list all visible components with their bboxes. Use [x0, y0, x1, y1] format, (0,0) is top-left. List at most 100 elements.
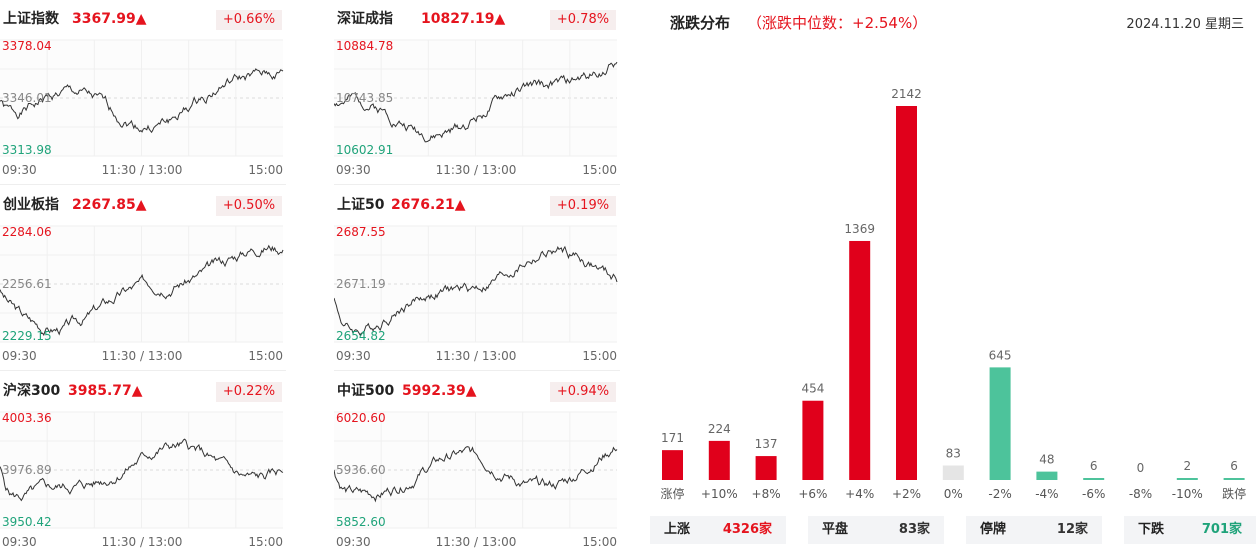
- summary-value: 12家: [1056, 522, 1088, 537]
- distribution-bar: [989, 367, 1011, 480]
- price-line: [334, 446, 618, 503]
- x-axis-label-start: 09:30: [2, 535, 37, 549]
- x-axis-label-end: 15:00: [582, 535, 617, 549]
- y-axis-label-low: 2229.15: [2, 329, 52, 343]
- bar-category-label: -6%: [1082, 487, 1105, 501]
- summary-box: 平盘 83家: [808, 516, 944, 544]
- bar-category-label: +8%: [752, 487, 781, 501]
- x-axis-label-mid: 11:30 / 13:00: [436, 163, 517, 177]
- up-arrow-icon: ▲: [454, 197, 466, 213]
- price-line: [0, 244, 284, 337]
- index-value: 3985.77▲: [68, 383, 143, 399]
- x-axis-label-mid: 11:30 / 13:00: [102, 349, 183, 363]
- index-panel[interactable]: 上证指数 3367.99▲ +0.66% 3378.04 3346.01 3313.98 0…: [0, 8, 286, 188]
- distribution-bar: [662, 450, 683, 480]
- bar-value-label: 83: [946, 447, 961, 461]
- price-line: [334, 61, 618, 143]
- x-axis-label-mid: 11:30 / 13:00: [436, 535, 517, 549]
- intraday-line-chart: 2687.55 2671.19 2654.82 09:30 11:30 / 13:00 1…: [334, 225, 618, 363]
- distribution-title: 涨跌分布: [670, 14, 731, 32]
- x-axis-label-start: 09:30: [336, 349, 371, 363]
- distribution-bar: [849, 240, 871, 480]
- distribution-bar: [1083, 478, 1105, 480]
- bar-category-label: +10%: [701, 487, 738, 501]
- bar-category-label: -10%: [1172, 487, 1203, 501]
- x-axis-label-start: 09:30: [336, 535, 371, 549]
- price-line: [334, 245, 618, 336]
- bar-value-label: 2142: [891, 87, 922, 101]
- bar-category-label: 跌停: [1222, 486, 1246, 501]
- distribution-median: （涨跌中位数：+2.54%）: [747, 14, 928, 32]
- bar-value-label: 224: [708, 422, 731, 436]
- index-value: 10827.19▲: [421, 11, 506, 27]
- x-axis-label-start: 09:30: [2, 349, 37, 363]
- y-axis-label-mid: 3346.01: [2, 91, 52, 105]
- summary-value: 4326家: [722, 522, 772, 537]
- index-value: 5992.39▲: [402, 383, 477, 399]
- y-axis-label-low: 3313.98: [2, 143, 52, 157]
- y-axis-label-mid: 3976.89: [2, 463, 52, 477]
- summary-box: 上涨 4326家: [650, 516, 786, 544]
- intraday-line-chart: 3378.04 3346.01 3313.98 09:30 11:30 / 13:00 1…: [0, 39, 284, 177]
- summary-label: 下跌: [1138, 522, 1165, 537]
- index-panel[interactable]: 沪深300 3985.77▲ +0.22% 4003.36 3976.89 3950.42…: [0, 380, 286, 560]
- bar-value-label: 645: [989, 348, 1012, 362]
- intraday-line-chart: 10884.78 10743.85 10602.91 09:30 11:30 / 13:…: [334, 39, 618, 177]
- y-axis-label-low: 5852.60: [336, 515, 386, 529]
- index-change-badge: +0.19%: [550, 196, 616, 216]
- index-panel[interactable]: 中证500 5992.39▲ +0.94% 6020.60 5936.60 5852.60…: [334, 380, 620, 560]
- bar-category-label: +4%: [845, 487, 874, 501]
- distribution-bar: [896, 106, 917, 480]
- up-arrow-icon: ▲: [131, 383, 143, 399]
- bar-category-label: +2%: [892, 487, 921, 501]
- index-change-badge: +0.22%: [216, 382, 282, 402]
- y-axis-label-high: 2687.55: [336, 225, 386, 239]
- index-panel[interactable]: 上证50 2676.21▲ +0.19% 2687.55 2671.19 2654.82 0…: [334, 194, 620, 374]
- panel-divider: [334, 184, 620, 185]
- index-change-badge: +0.50%: [216, 196, 282, 216]
- index-panel[interactable]: 创业板指 2267.85▲ +0.50% 2284.06 2256.61 2229.15 0…: [0, 194, 286, 374]
- y-axis-label-low: 10602.91: [336, 143, 393, 157]
- y-axis-label-low: 3950.42: [2, 515, 52, 529]
- y-axis-label-high: 2284.06: [2, 225, 52, 239]
- bar-value-label: 2: [1183, 459, 1191, 473]
- distribution-bar: [802, 400, 824, 480]
- index-name: 中证500: [337, 383, 395, 399]
- summary-box: 停牌 12家: [966, 516, 1102, 544]
- y-axis-label-mid: 2256.61: [2, 277, 52, 291]
- summary-label: 平盘: [822, 522, 849, 537]
- index-name: 深证成指: [337, 11, 393, 27]
- intraday-line-chart: 6020.60 5936.60 5852.60 09:30 11:30 / 13:00 1…: [334, 411, 618, 549]
- index-name: 创业板指: [3, 197, 59, 213]
- distribution-bar: [1176, 478, 1198, 480]
- up-arrow-icon: ▲: [494, 11, 506, 27]
- bar-value-label: 454: [801, 382, 824, 396]
- bar-category-label: +6%: [798, 487, 827, 501]
- bar-value-label: 1369: [844, 222, 875, 236]
- up-arrow-icon: ▲: [135, 197, 147, 213]
- panel-divider: [0, 370, 286, 371]
- index-name: 上证指数: [3, 11, 59, 27]
- bar-category-label: -2%: [988, 487, 1011, 501]
- index-panel[interactable]: 深证成指 10827.19▲ +0.78% 10884.78 10743.85 10602…: [334, 8, 620, 188]
- x-axis-label-end: 15:00: [582, 349, 617, 363]
- x-axis-label-start: 09:30: [336, 163, 371, 177]
- index-change-badge: +0.78%: [550, 10, 616, 30]
- price-line: [0, 438, 284, 502]
- bar-value-label: 171: [661, 431, 684, 445]
- bar-value-label: 0: [1137, 461, 1145, 475]
- y-axis-label-high: 6020.60: [336, 411, 386, 425]
- index-name: 沪深300: [3, 383, 61, 399]
- x-axis-label-end: 15:00: [248, 535, 283, 549]
- y-axis-label-low: 2654.82: [336, 329, 386, 343]
- y-axis-label-mid: 10743.85: [336, 91, 393, 105]
- panel-divider: [0, 184, 286, 185]
- y-axis-label-high: 4003.36: [2, 411, 52, 425]
- x-axis-label-end: 15:00: [582, 163, 617, 177]
- summary-label: 上涨: [664, 522, 691, 537]
- summary-value: 83家: [898, 522, 930, 537]
- x-axis-label-end: 15:00: [248, 163, 283, 177]
- bar-category-label: 涨停: [660, 486, 684, 501]
- index-change-badge: +0.66%: [216, 10, 282, 30]
- distribution-bar: [1223, 478, 1245, 480]
